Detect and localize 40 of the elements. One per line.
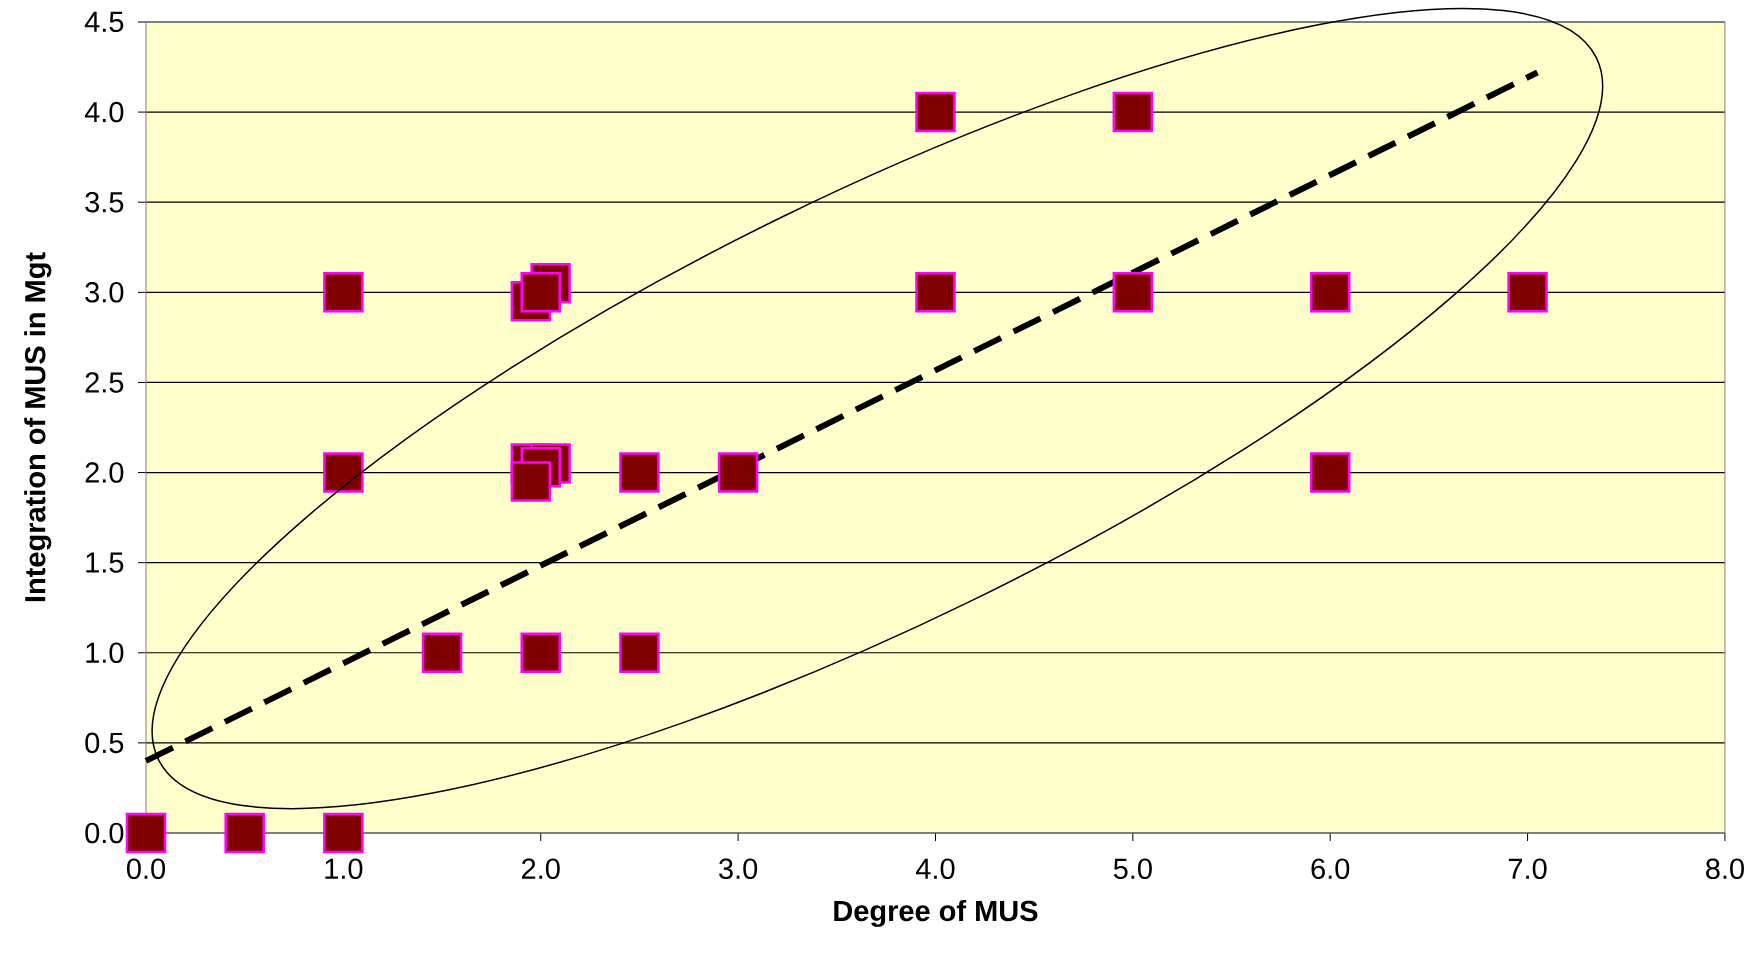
y-tick-label: 0.5 bbox=[85, 732, 124, 754]
y-tick-label: 3.5 bbox=[85, 191, 124, 213]
y-tick-label: 1.5 bbox=[86, 552, 124, 573]
point bbox=[323, 812, 364, 854]
point bbox=[1309, 272, 1351, 313]
point bbox=[224, 812, 265, 854]
x-tick-label: 8.0 bbox=[1706, 858, 1744, 880]
point bbox=[323, 272, 364, 313]
x-tick-label: 1.0 bbox=[325, 858, 363, 880]
point bbox=[915, 91, 956, 133]
y-tick-label: 0.0 bbox=[85, 822, 124, 844]
y-tick-label: 1.0 bbox=[86, 642, 124, 664]
point bbox=[520, 272, 561, 313]
x-tick-label: 3.0 bbox=[719, 858, 758, 880]
point bbox=[1309, 452, 1351, 493]
y-tick-label: 3.0 bbox=[85, 282, 124, 303]
point bbox=[1507, 272, 1548, 313]
x-tick-label: 2.0 bbox=[522, 858, 560, 880]
y-tick-label: 4.0 bbox=[84, 101, 124, 123]
x-tick-label: 4.0 bbox=[915, 858, 955, 880]
point bbox=[619, 632, 660, 674]
point bbox=[915, 272, 956, 313]
point bbox=[323, 452, 364, 493]
y-tick-label: 2.5 bbox=[85, 372, 124, 393]
x-tick-label: 0.0 bbox=[126, 858, 166, 880]
x-axis-title: Degree of MUS bbox=[834, 899, 1038, 928]
x-tick-label: 6.0 bbox=[1311, 858, 1350, 880]
y-tick-label: 2.0 bbox=[85, 462, 124, 483]
point bbox=[1112, 272, 1154, 313]
x-tick-label: 7.0 bbox=[1508, 858, 1547, 880]
point bbox=[717, 452, 759, 493]
point bbox=[421, 632, 463, 674]
y-axis-title: Integration of MUS in Mgt bbox=[24, 252, 52, 602]
y-tick-label: 4.5 bbox=[84, 11, 124, 33]
point bbox=[619, 452, 660, 493]
x-tick-label: 5.0 bbox=[1113, 858, 1152, 880]
point bbox=[520, 632, 561, 674]
point bbox=[125, 812, 167, 854]
point bbox=[510, 461, 552, 502]
point bbox=[1112, 91, 1154, 133]
